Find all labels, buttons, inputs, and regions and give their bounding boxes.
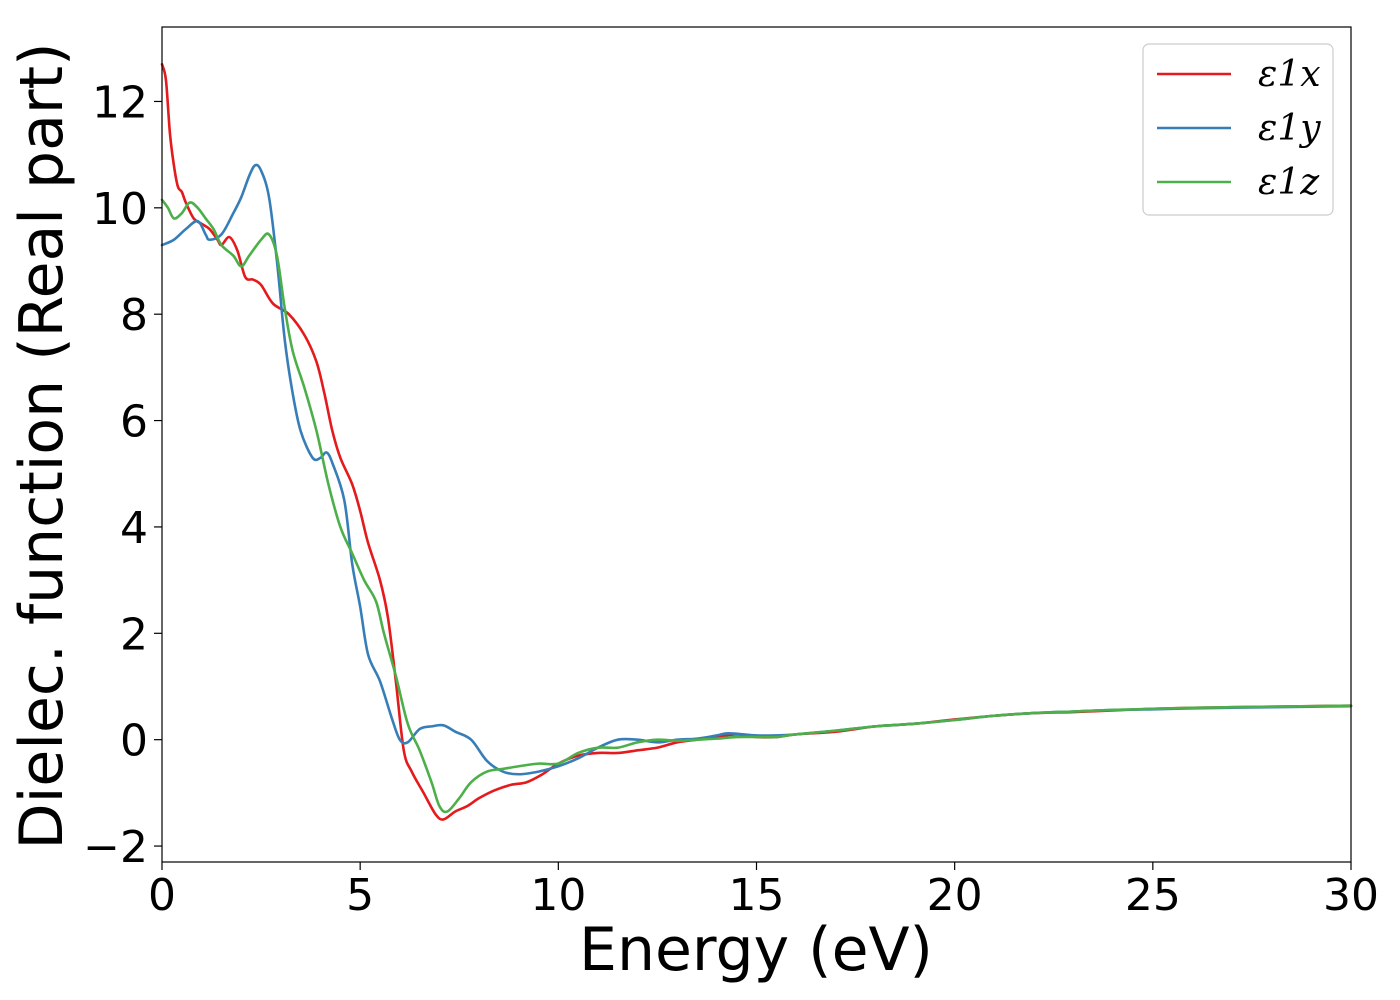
y-tick-label: 2 — [120, 609, 148, 660]
x-tick-label: 5 — [346, 870, 374, 921]
legend-label-1: ε1x — [1258, 54, 1321, 95]
y-axis-title: Dielec. function (Real part) — [7, 43, 77, 850]
y-tick-label: 0 — [120, 716, 148, 767]
legend-box — [1142, 43, 1334, 216]
y-tick-label: 4 — [120, 503, 148, 554]
y-axis-ticks: −2 0 2 4 6 8 10 12 — [83, 77, 162, 873]
x-tick-label: 20 — [927, 870, 983, 921]
y-tick-label: 10 — [92, 184, 148, 235]
x-tick-label: 30 — [1323, 870, 1379, 921]
legend-label-3: ε1z — [1258, 162, 1320, 203]
x-tick-label: 0 — [148, 870, 176, 921]
x-axis-ticks: 0 5 10 15 20 25 30 — [148, 862, 1379, 921]
y-tick-label: 6 — [120, 397, 148, 448]
x-tick-label: 25 — [1125, 870, 1181, 921]
x-axis-title: Energy (eV) — [579, 915, 933, 985]
x-tick-label: 15 — [729, 870, 785, 921]
series-layer — [160, 62, 1353, 821]
legend-label-2: ε1y — [1258, 108, 1321, 149]
y-tick-label: −2 — [83, 822, 148, 873]
x-tick-label: 10 — [530, 870, 586, 921]
legend: ε1x ε1y ε1z — [1142, 43, 1334, 216]
series-line-3 — [160, 198, 1353, 814]
y-tick-label: 8 — [120, 290, 148, 341]
y-tick-label: 12 — [92, 77, 148, 128]
